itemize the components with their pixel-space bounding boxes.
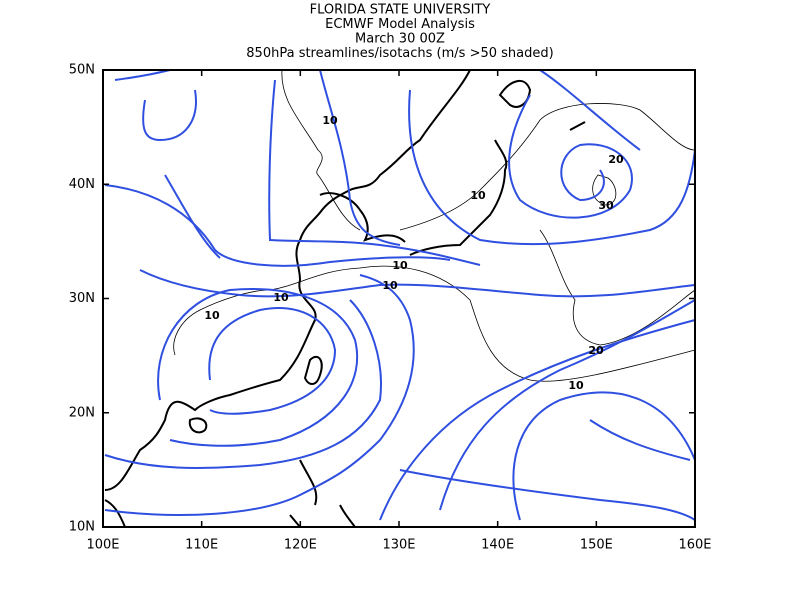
streamline: [589, 419, 691, 461]
streamline: [157, 288, 359, 447]
streamline: [142, 89, 197, 142]
streamline: [104, 299, 382, 469]
streamline: [508, 94, 633, 219]
latitude-label: 10N: [69, 520, 95, 535]
contour-label: 10: [204, 309, 220, 322]
title-line: 850hPa streamlines/isotachs (m/s >50 sha…: [246, 46, 553, 61]
coastline: [104, 69, 471, 491]
isotach: [539, 229, 696, 346]
streamlines: [104, 69, 696, 521]
streamline: [539, 69, 641, 151]
streamline: [164, 174, 221, 259]
title-line: ECMWF Model Analysis: [325, 17, 475, 32]
axes: 100E 110E 120E 130E 140E 150E 160E 10N 20N 30N 40N…: [69, 63, 712, 553]
streamline: [408, 89, 696, 246]
contour-label: 10: [392, 259, 408, 272]
coastline: [104, 459, 356, 528]
streamline: [379, 319, 696, 521]
streamline: [319, 69, 401, 246]
latitude-label: 50N: [69, 63, 95, 78]
isotach: [173, 265, 696, 382]
contour-label: 10: [382, 279, 398, 292]
isotachs: [173, 69, 696, 382]
title-line: FLORIDA STATE UNIVERSITY: [310, 3, 491, 18]
contour-label: 10: [322, 114, 338, 127]
contour-label: 30: [598, 199, 614, 212]
coastline: [569, 121, 586, 131]
contour-label: 10: [470, 189, 486, 202]
streamline: [399, 469, 696, 521]
contour-label: 20: [608, 153, 624, 166]
streamline: [439, 299, 696, 511]
coastline: [303, 355, 323, 385]
isotach: [281, 69, 361, 231]
title-line: March 30 00Z: [355, 32, 445, 47]
contour-label: 10: [273, 291, 289, 304]
latitude-label: 20N: [69, 405, 95, 420]
isotach: [592, 174, 617, 206]
streamline: [208, 307, 337, 415]
coastline: [188, 417, 208, 434]
coastline: [498, 80, 532, 108]
contour-label: 10: [568, 379, 584, 392]
streamline: [512, 391, 696, 521]
longitude-label: 150E: [580, 538, 613, 553]
latitude-label: 40N: [69, 177, 95, 192]
contour-label: 20: [588, 344, 604, 357]
streamline: [114, 69, 171, 81]
streamline: [104, 274, 415, 516]
longitude-label: 120E: [284, 538, 317, 553]
latitude-label: 30N: [69, 291, 95, 306]
longitude-label: 100E: [86, 538, 119, 553]
longitude-label: 130E: [382, 538, 415, 553]
coastline: [409, 139, 508, 256]
streamline: [104, 184, 451, 267]
streamline: [268, 79, 481, 266]
longitude-label: 110E: [185, 538, 218, 553]
coastline: [319, 192, 406, 243]
contour-labels: 10 10 10 10 10 10 10 20 20 30: [204, 114, 624, 392]
longitude-label: 140E: [481, 538, 514, 553]
coastlines: [104, 69, 586, 528]
longitude-label: 160E: [678, 538, 711, 553]
isotach: [399, 103, 696, 231]
